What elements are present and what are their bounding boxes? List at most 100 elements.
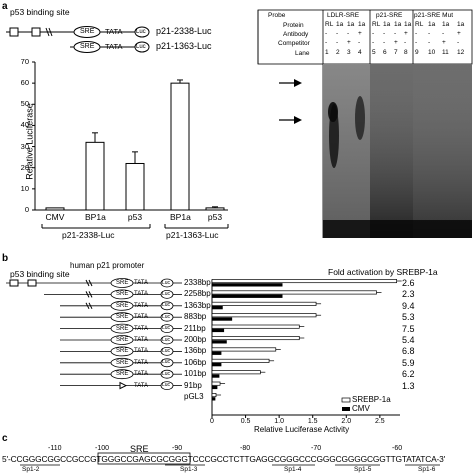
construct-1-label: p21-2338-Luc — [156, 26, 212, 36]
gel-cell-competitor: - — [428, 39, 431, 46]
sre-label-2: SRE — [80, 43, 95, 50]
construct-label-101bp: 101bp — [184, 369, 207, 379]
fold-value-1363bp: 9.4 — [402, 300, 415, 311]
bar-cmv-101bp — [212, 374, 220, 378]
gel-cell-competitor: - — [372, 39, 375, 46]
gel-cell-lane: 11 — [442, 49, 449, 56]
gel-cell-lane: 4 — [358, 49, 362, 56]
construct-label-1363bp: 1363bp — [184, 300, 211, 310]
gel-cell-competitor: + — [442, 39, 446, 46]
tata-mini-label: TATA — [134, 359, 148, 366]
luc-mini-label: Luc — [162, 325, 171, 332]
gel-cell-antibody: - — [336, 30, 339, 37]
bar-cmv-106bp — [212, 363, 222, 367]
legend-cmv-swatch — [342, 407, 350, 411]
pos-80: -80 — [240, 445, 251, 452]
break-mark — [88, 302, 93, 310]
tata-mini-label: TATA — [134, 371, 148, 378]
luc-mini-label: Luc — [162, 279, 171, 286]
gel-cell-antibody: + — [358, 30, 362, 37]
sre-mini-label: SRE — [116, 314, 129, 321]
gel-cell-antibody: - — [372, 30, 375, 37]
gel-band-lane4 — [355, 96, 365, 140]
gel-cell-lane: 1 — [325, 49, 329, 56]
gel-cell-protein: 1a — [358, 21, 366, 28]
gel-cell-competitor: + — [394, 39, 398, 46]
y-tick-label: 60 — [20, 78, 29, 88]
p53-box — [9, 279, 19, 287]
sp1-site-3: Sp1-3 — [180, 466, 198, 473]
gel-cell-antibody: - — [347, 30, 350, 37]
x-tick-label: 2.5 — [374, 418, 385, 425]
bar-cmv — [45, 207, 65, 211]
luc-mini-label: Luc — [162, 313, 171, 320]
luc-label-1: Luc — [136, 29, 146, 35]
category-label: p53 — [127, 212, 143, 222]
category-label: BP1a — [170, 212, 191, 222]
gel-header-competitor: Competitor — [278, 40, 310, 47]
sp1-site-6: Sp1-6 — [418, 466, 436, 473]
luc-mini-label: Luc — [162, 290, 171, 297]
bar-cmv-136bp — [212, 351, 222, 355]
tata-label-2: TATA — [105, 42, 123, 51]
gel-cell-competitor: - — [336, 39, 339, 46]
gel-header-protein: Protein — [283, 22, 304, 29]
category-label: p53 — [207, 212, 223, 222]
construct-label-200bp: 200bp — [184, 335, 207, 344]
bar-srebp-1363bp — [211, 301, 317, 306]
gel-cell-protein: RL — [325, 21, 334, 28]
sre-label-1: SRE — [80, 28, 95, 35]
gel-cell-lane: 10 — [428, 49, 436, 56]
gel-cell-competitor: - — [325, 39, 328, 46]
gel-probe-p21: p21-SRE — [376, 12, 403, 19]
fold-value-91bp: 1.3 — [402, 380, 415, 391]
break-mark — [88, 291, 93, 298]
break-mark — [85, 279, 90, 287]
gel-cell-lane: 2 — [336, 49, 340, 56]
gel-cell-antibody: + — [457, 30, 461, 37]
luc-oval-1 — [134, 26, 150, 38]
tata-mini-label: TATA — [134, 337, 148, 343]
y-tick-label: 10 — [20, 183, 29, 193]
y-tick-label: 50 — [20, 99, 29, 109]
luc-oval-2 — [134, 41, 150, 53]
sre-oval — [110, 323, 134, 334]
gel-cell-antibody: - — [325, 30, 328, 37]
gel-cell-lane: 5 — [372, 49, 376, 56]
fold-value-2258bp: 2.3 — [402, 289, 415, 300]
sre-mini-label: SRE — [116, 325, 129, 332]
y-tick-label: 40 — [20, 120, 29, 130]
gel-free-probe — [323, 220, 472, 238]
break-mark — [85, 291, 90, 298]
p53-site-label: p53 binding site — [10, 7, 70, 17]
x-tick-label: 2.0 — [341, 418, 352, 425]
gel-header-probe: Probe — [268, 12, 286, 19]
panel-a-label: a — [2, 1, 8, 12]
gel-cell-protein: 1a — [336, 21, 344, 28]
gel-cell-protein: 1a — [394, 21, 402, 28]
sre-mini-label: SRE — [116, 302, 129, 309]
gel-cell-lane: 9 — [415, 49, 419, 56]
y-tick-label: 30 — [20, 141, 29, 151]
pos-90: -90 — [172, 445, 183, 452]
construct-2-label: p21-1363-Luc — [156, 41, 212, 51]
legend-srebp-swatch — [341, 397, 351, 403]
panel-b-xlabel: Relative Luciferase Activity — [254, 425, 350, 434]
sre-oval — [110, 278, 134, 288]
sre-mini-label: SRE — [116, 371, 129, 378]
gel-cell-lane: 12 — [457, 49, 465, 56]
gel-cell-antibody: - — [383, 30, 386, 37]
gel-cell-lane: 3 — [347, 49, 351, 56]
sp1-site-2: Sp1-2 — [22, 466, 40, 473]
construct-label-2258bp: 2258bp — [184, 289, 211, 299]
gel-cell-protein: 1a — [347, 21, 355, 28]
fold-value-883bp: 5.3 — [402, 312, 415, 323]
gel-cell-competitor: - — [383, 39, 386, 46]
panel-c-label: c — [2, 433, 8, 444]
gel-cell-protein: RL — [415, 21, 424, 28]
bar-cmv-211bp — [212, 328, 225, 333]
luc-mini-label: Luc — [162, 370, 171, 377]
